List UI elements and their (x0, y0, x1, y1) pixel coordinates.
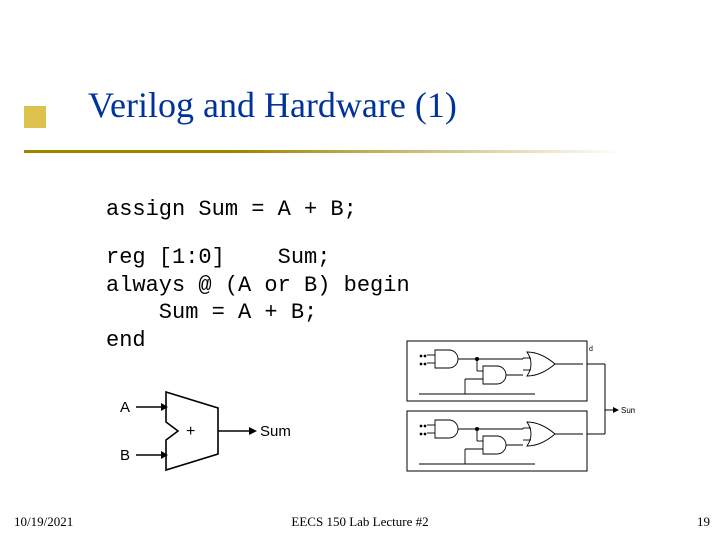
title-underline (24, 150, 234, 153)
slide-title: Verilog and Hardware (1) (88, 84, 457, 126)
gate-diagram: d (405, 336, 635, 481)
gate-sig-d: d (589, 346, 593, 353)
code-line-assign: assign Sum = A + B; (106, 196, 357, 224)
adder-input-a: A (120, 399, 130, 416)
footer-title: EECS 150 Lab Lecture #2 (0, 514, 720, 530)
code-block-always: reg [1:0] Sum; always @ (A or B) begin S… (106, 244, 410, 354)
title-bullet-icon (24, 106, 46, 128)
title-underline-fade (234, 150, 624, 153)
footer-page-number: 19 (697, 514, 710, 530)
adder-diagram: A B + Sum (106, 384, 296, 479)
slide: Verilog and Hardware (1) assign Sum = A … (0, 0, 720, 540)
adder-output: Sum (260, 423, 291, 440)
gate-output-label: Sum (621, 406, 635, 415)
adder-input-b: B (120, 447, 130, 464)
adder-op: + (186, 423, 195, 440)
